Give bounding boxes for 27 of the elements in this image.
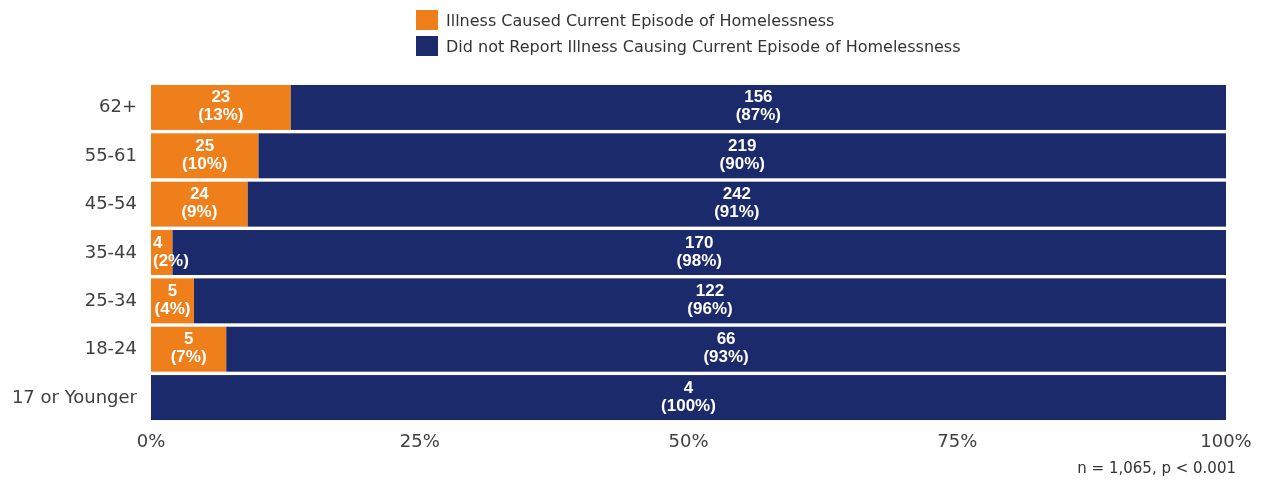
legend-label: Illness Caused Current Episode of Homelessness bbox=[446, 10, 835, 30]
data-label: 122 (96%) bbox=[687, 281, 733, 319]
x-tick-label: 0% bbox=[136, 430, 166, 451]
data-label: 242 (91%) bbox=[714, 184, 760, 222]
y-tick-label: 17 or Younger bbox=[11, 385, 138, 407]
data-label: 156 (87%) bbox=[735, 87, 782, 125]
data-label: 5 (4%) bbox=[154, 281, 191, 319]
data-label: 23 (13%) bbox=[198, 87, 244, 125]
y-tick-label: 35-44 bbox=[84, 240, 137, 262]
data-label: 4 (100%) bbox=[661, 378, 716, 416]
data-label: 219 (90%) bbox=[719, 136, 765, 174]
y-tick-label: 55-61 bbox=[84, 143, 137, 165]
y-tick-label: 25-34 bbox=[84, 288, 137, 310]
data-label: 170 (98%) bbox=[676, 232, 722, 270]
text: n = 1,065, p < 0.001 bbox=[1077, 459, 1236, 477]
data-label: 24 (9%) bbox=[181, 184, 218, 222]
y-tick-label: 45-54 bbox=[84, 192, 137, 214]
data-label: 66 (93%) bbox=[703, 329, 749, 367]
y-tick-label: 62+ bbox=[99, 95, 137, 117]
x-tick-label: 100% bbox=[1200, 430, 1252, 451]
x-tick-label: 75% bbox=[937, 430, 978, 451]
data-label: 25 (10%) bbox=[182, 136, 228, 174]
legend-label: Did not Report Illness Causing Current Episode of Homelessness bbox=[446, 36, 961, 56]
x-tick-label: 25% bbox=[399, 430, 440, 451]
y-tick-label: 18-24 bbox=[84, 337, 137, 359]
x-tick-label: 50% bbox=[668, 430, 709, 451]
data-label: 5 (7%) bbox=[170, 329, 207, 367]
